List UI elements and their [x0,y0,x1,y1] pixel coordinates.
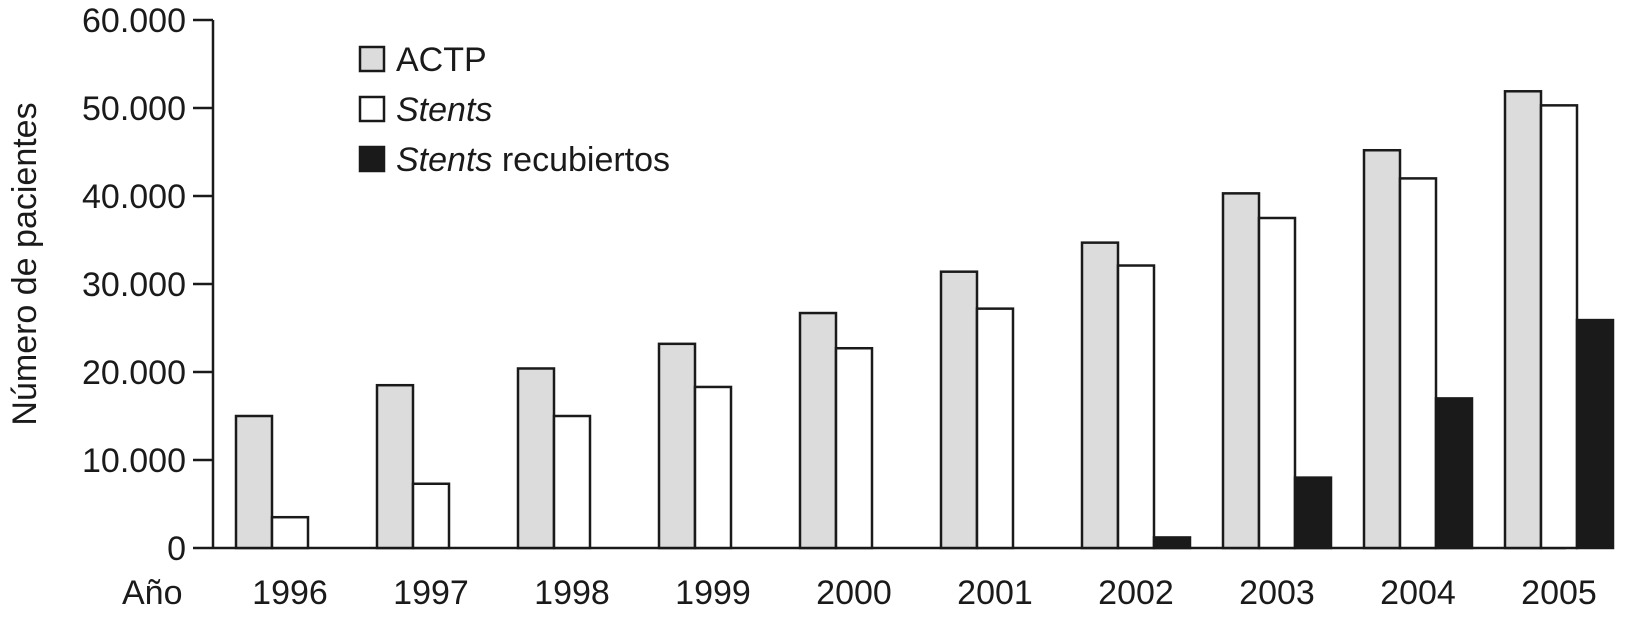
bar-stents-1998 [552,414,592,550]
x-tick-label: 2000 [816,574,892,612]
bar-actp-1998 [516,367,556,550]
bar-stents-1999 [693,385,733,550]
legend-swatch-actp [358,45,386,73]
y-tick-label: 50.000 [82,90,186,128]
x-axis-title: Año [122,574,183,612]
y-axis: 0 10.000 20.000 30.000 40.000 50.000 60.000 [82,2,215,568]
x-tick-label: 2003 [1239,574,1315,612]
legend: ACTP Stents Stents recubiertos [358,41,670,179]
bar-actp-2003 [1221,192,1261,550]
x-tick-label: 2005 [1521,574,1597,612]
bar-actp-2005 [1503,90,1543,550]
x-tick-label: 1999 [675,574,751,612]
x-tick-label: 2004 [1380,574,1456,612]
bars-group [234,90,1615,550]
x-tick-label: 1998 [534,574,610,612]
y-axis-title: Número de pacientes [6,102,44,425]
bar-actp-2000 [798,311,838,550]
x-tick-label: 2002 [1098,574,1174,612]
bar-stents-recubiertos-2004 [1434,397,1474,550]
bar-actp-1997 [375,383,415,550]
bar-actp-2002 [1080,241,1120,550]
bar-stents-2004 [1398,177,1438,550]
legend-label-stents: Stents [396,91,492,129]
bar-stents-recubiertos-2003 [1293,476,1333,550]
bar-stents-1997 [411,482,451,550]
bar-actp-2001 [939,270,979,550]
legend-swatch-stents-recubiertos [358,145,386,173]
x-axis: 1996 1997 1998 1999 2000 2001 2002 2003 2004 2005 [213,546,1597,612]
bar-actp-1996 [234,414,274,550]
x-tick-label: 1997 [393,574,469,612]
bar-actp-1999 [657,342,697,550]
y-tick-label: 10.000 [82,442,186,480]
y-tick-label: 20.000 [82,354,186,392]
y-tick-label: 0 [167,530,186,568]
bar-actp-2004 [1362,148,1402,550]
bar-stents-1996 [270,515,310,550]
bar-stents-recubiertos-2002 [1152,536,1192,550]
y-tick-label: 30.000 [82,266,186,304]
bar-stents-2001 [975,307,1015,550]
bar-stents-2002 [1116,264,1156,550]
x-tick-label: 2001 [957,574,1033,612]
y-tick-label: 60.000 [82,2,186,40]
bar-stents-recubiertos-2005 [1575,318,1615,550]
legend-label-actp: ACTP [396,41,487,79]
legend-label-stents-recubiertos: Stents recubiertos [396,141,670,179]
x-tick-label: 1996 [252,574,328,612]
bar-stents-2003 [1257,216,1297,550]
bar-stents-2000 [834,346,874,550]
legend-swatch-stents [358,95,386,123]
y-tick-label: 40.000 [82,178,186,216]
bar-stents-2005 [1539,104,1579,550]
